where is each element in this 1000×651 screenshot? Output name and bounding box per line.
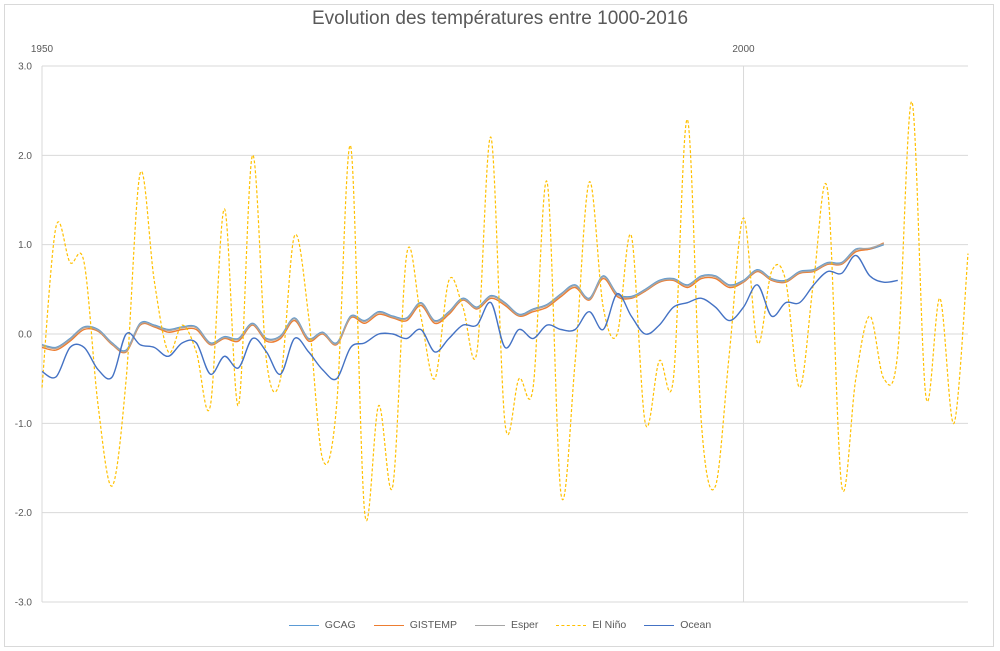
- legend-swatch: [556, 624, 587, 626]
- legend-item: Ocean: [644, 619, 711, 631]
- chart-title: Evolution des températures entre 1000-20…: [311, 8, 689, 29]
- legend-label: Ocean: [680, 619, 712, 631]
- y-tick-label: -3.0: [15, 598, 33, 609]
- series-line-gcag: [41, 244, 885, 352]
- series-line-ocean: [41, 254, 898, 381]
- y-tick-label: -2.0: [15, 508, 33, 519]
- chart-legend: GCAG GISTEMP Esper El Niño Ocean: [0, 619, 1000, 631]
- y-tick-label: 1.0: [18, 240, 32, 251]
- x-tick-label: 2000: [732, 44, 755, 55]
- y-tick-label: -1.0: [15, 419, 33, 430]
- legend-label: GCAG: [324, 619, 356, 631]
- chart-frame: [4, 4, 994, 647]
- series-line-el-ni-o: [41, 101, 969, 522]
- y-tick-label: 0.0: [18, 330, 32, 341]
- legend-swatch: [644, 624, 675, 626]
- legend-label: GISTEMP: [409, 619, 457, 631]
- legend-item: Esper: [474, 619, 539, 631]
- x-tick-label: 1950: [31, 44, 54, 55]
- y-tick-label: 3.0: [18, 62, 32, 73]
- legend-label: El Niño: [592, 619, 627, 631]
- y-tick-label: 2.0: [18, 151, 32, 162]
- legend-swatch: [288, 624, 319, 626]
- series-line-esper: [41, 243, 885, 353]
- legend-item: GCAG: [288, 619, 356, 631]
- legend-swatch: [474, 624, 505, 626]
- legend-swatch: [373, 624, 404, 626]
- legend-item: GISTEMP: [373, 619, 457, 631]
- series-line-gistemp: [41, 242, 885, 354]
- legend-item: El Niño: [556, 619, 626, 631]
- legend-label: Esper: [510, 619, 539, 631]
